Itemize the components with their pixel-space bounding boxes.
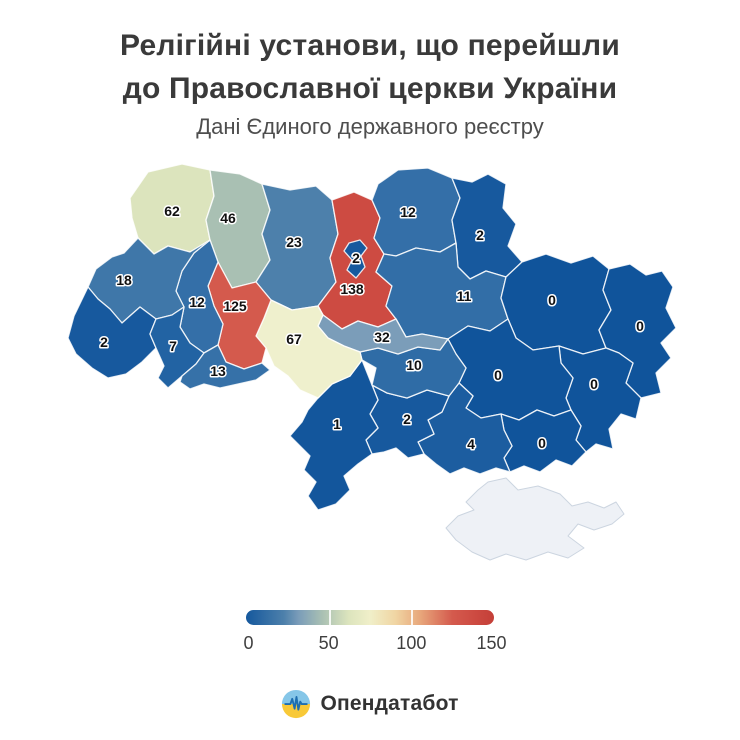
logo-pulse-line — [284, 696, 309, 711]
region-value-rivne: 46 — [220, 210, 236, 226]
legend-tick-0: 0 — [243, 633, 254, 653]
region-luhansk[interactable] — [598, 263, 677, 399]
region-value-donetsk: 0 — [590, 376, 598, 392]
region-value-ivano-frankivsk: 7 — [169, 338, 177, 354]
region-value-zhytomyr: 23 — [286, 234, 302, 250]
region-value-kharkiv: 0 — [548, 292, 556, 308]
region-value-chernihiv: 12 — [400, 204, 416, 220]
region-chernihiv[interactable] — [371, 167, 461, 257]
region-value-zaporizhzhia: 0 — [538, 435, 546, 451]
region-value-kherson: 4 — [467, 436, 475, 452]
region-value-khmelnytskyi: 125 — [223, 298, 247, 314]
region-value-sumy: 2 — [476, 227, 484, 243]
region-chernivtsi[interactable] — [179, 344, 271, 390]
color-scale-legend: 0 50 100 150 — [243, 610, 507, 655]
ukraine-choropleth-map: 62 46 23 138 2 12 2 11 0 0 0 0 0 4 2 1 10 32 67 125 12 18 2 7 13 — [60, 156, 680, 586]
legend-tick-100: 100 — [396, 633, 427, 653]
brand-name: Опендатабот — [320, 692, 459, 715]
legend-tickmark-100 — [411, 610, 414, 625]
legend-tick-150: 150 — [476, 633, 507, 653]
region-value-volyn: 62 — [164, 203, 180, 219]
header: Релігійні установи, що перейшли до Право… — [0, 0, 740, 140]
region-value-vinnytsia: 67 — [286, 331, 302, 347]
title-line-1: Релігійні установи, що перейшли — [120, 29, 620, 62]
region-sumy[interactable] — [451, 173, 523, 280]
region-kyiv-city[interactable] — [343, 239, 368, 279]
region-value-zakarpattia: 2 — [100, 334, 108, 350]
title-line-2: до Православної церкви України — [122, 72, 618, 105]
page-subtitle: Дані Єдиного державного реєстру — [196, 114, 544, 139]
region-value-cherkasy: 32 — [374, 329, 390, 345]
region-value-luhansk: 0 — [636, 318, 644, 334]
legend-tickmark-50 — [328, 610, 331, 625]
region-value-chernivtsi: 13 — [210, 363, 226, 379]
region-crimea — [445, 477, 625, 561]
region-odesa[interactable] — [289, 359, 379, 511]
legend-tick-labels: 0 50 100 150 — [243, 633, 506, 655]
region-zakarpattia[interactable] — [67, 286, 157, 379]
page-title: Релігійні установи, що перейшли до Право… — [0, 24, 740, 110]
region-value-poltava: 11 — [457, 288, 472, 304]
region-value-ternopil: 12 — [189, 294, 205, 310]
brand-footer: Опендатабот — [0, 689, 740, 719]
region-value-odesa: 1 — [333, 416, 341, 432]
legend-gradient-bar — [246, 610, 494, 625]
opendatabot-logo-icon[interactable] — [281, 689, 311, 719]
region-value-lviv: 18 — [116, 272, 132, 288]
region-value-mykolaiv: 2 — [403, 411, 411, 427]
region-value-kyiv-city: 2 — [352, 250, 360, 266]
region-value-dnipropetrovsk: 0 — [494, 367, 502, 383]
logo-bottom-half — [282, 704, 311, 719]
legend-tick-50: 50 — [318, 633, 339, 653]
region-value-kirovohrad: 10 — [406, 357, 422, 373]
region-value-kyiv-oblast: 138 — [340, 281, 364, 297]
